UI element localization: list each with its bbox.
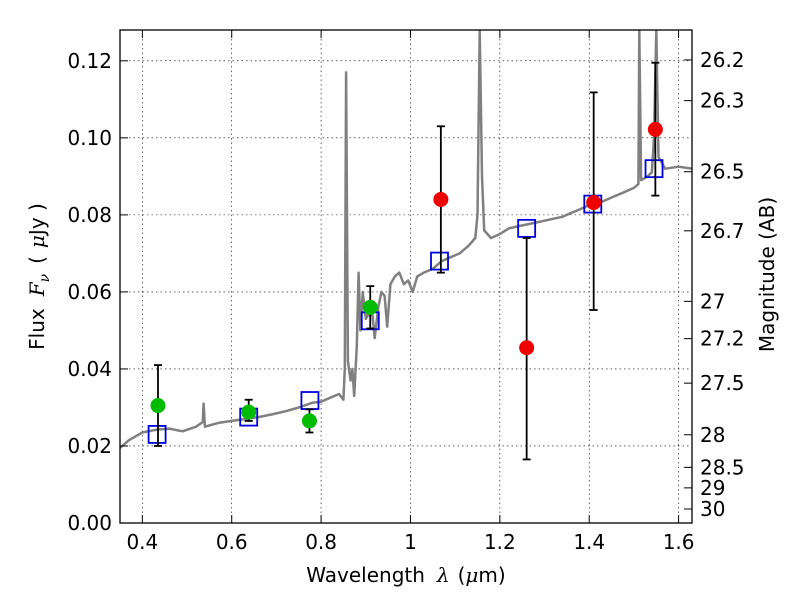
x-tick-label: 0.6 [216,530,248,554]
y2-tick-label: 26.3 [700,89,745,113]
x-axis-title: Wavelength λ (μm) [306,563,505,587]
y2-tick-label: 29 [700,476,725,500]
observation-point [301,413,317,429]
model-square-marker [644,159,664,179]
observation-point [586,195,602,211]
y2-tick-label: 30 [700,497,725,521]
x-tick-label: 1 [404,530,417,554]
observation-point [519,340,535,356]
model-square-marker [517,218,537,238]
y-tick-label: 0.12 [67,49,112,73]
y2-axis-title: Magnitude (AB) [755,197,779,352]
observation-point [150,398,166,414]
model-square-marker [430,251,449,271]
observation-point [362,299,378,315]
x-tick-label: 1.6 [663,530,695,554]
y2-tick-label: 26.5 [700,160,745,184]
y2-tick-label: 28.5 [700,455,745,479]
y-tick-label: 0.00 [67,511,112,535]
observation-point [433,191,449,207]
y2-tick-label: 27.5 [700,371,745,395]
markers-layer [147,61,664,461]
y2-tick-label: 28 [700,423,725,447]
spectrum-line [120,30,692,449]
y2-tick-label: 26.7 [700,219,745,243]
x-tick-label: 1.4 [573,530,605,554]
plot-frame [119,29,693,524]
observation-point [241,404,257,420]
x-tick-label: 0.4 [126,530,158,554]
y-tick-label: 0.06 [67,280,112,304]
y-tick-label: 0.02 [67,434,112,458]
y-tick-label: 0.04 [67,357,112,381]
y2-tick-label: 27.2 [700,327,745,351]
spectrum-layer [120,30,692,449]
x-tick-label: 0.8 [305,530,337,554]
y2-tick-label: 26.2 [700,48,745,72]
observation-point [647,121,663,137]
axis-ticks: 0.4 0.6 0.8 1 1.2 1.4 1.6 0.00 0.02 0.04 0.06 0.08 0… [67,30,745,554]
y-tick-label: 0.08 [67,203,112,227]
y2-tick-label: 27 [700,289,725,313]
y-tick-label: 0.10 [67,126,112,150]
y-axis-title: FluxFν(μJy ) [25,203,53,350]
grid-lines [120,30,692,523]
x-tick-label: 1.2 [484,530,516,554]
